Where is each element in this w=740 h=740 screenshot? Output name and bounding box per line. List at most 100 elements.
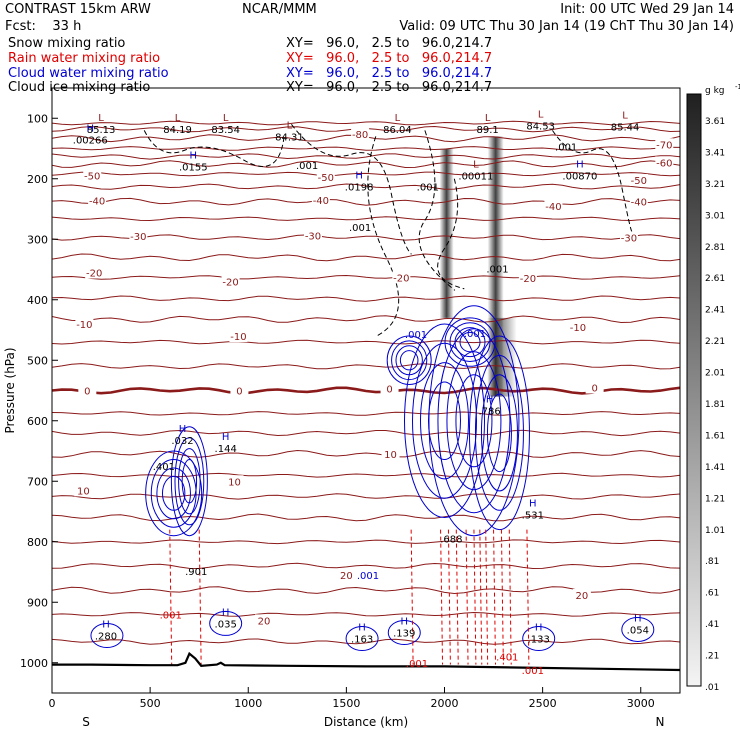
temperature-contour — [52, 146, 680, 151]
colorbar-tick-label: 3.41 — [705, 148, 725, 158]
field-snow-xy: XY= 96.0, 2.5 to 96.0,214.7 — [286, 36, 493, 51]
colorbar-tick-label: 2.61 — [705, 274, 725, 284]
extremum-letter: L — [485, 113, 491, 124]
contour-label-bg — [655, 156, 674, 169]
rain-water-contour — [493, 529, 497, 665]
extremum-letter: H — [576, 160, 584, 171]
rain-water-contour — [485, 529, 489, 665]
snow-contour — [367, 136, 400, 337]
contour-label-bg — [254, 614, 273, 627]
colorbar-tick-label: 2.81 — [705, 243, 725, 253]
contour-small-label: .001 — [555, 143, 577, 154]
contour-label-bg — [83, 169, 102, 182]
contour-small-label: .001 — [357, 571, 379, 582]
temperature-contour-label: -80 — [352, 130, 368, 141]
contour-label-bg — [75, 317, 94, 330]
cloud-water-contour — [345, 626, 379, 652]
y-tick-label: 600 — [27, 415, 48, 428]
temperature-contour-label: 0 — [591, 383, 597, 394]
temperature-contour-label: 0 — [386, 385, 392, 396]
temperature-contour — [52, 274, 680, 280]
contour-label-bg — [629, 195, 648, 208]
cloud-water-contour — [474, 354, 524, 511]
rain-water-contour — [455, 529, 459, 665]
extremum-value: 85.13 — [87, 125, 116, 136]
temperature-contour — [52, 315, 680, 324]
colorbar-tick-label: 1.41 — [705, 463, 725, 473]
cloud-water-contour — [468, 335, 530, 531]
extremum-letter: H — [355, 171, 363, 182]
x-end-label-north: N — [656, 715, 665, 729]
rain-water-contour — [473, 529, 477, 665]
extremum-letter: H — [529, 499, 537, 510]
extremum-letter: L — [622, 111, 628, 122]
temperature-contour — [52, 183, 680, 190]
contour-small-label: .001 — [522, 666, 544, 677]
contour-label-bg — [74, 484, 93, 497]
contour-label-bg — [568, 320, 587, 333]
extremum-value: .00266 — [73, 135, 108, 146]
cloud-water-contour — [420, 362, 469, 480]
colorbar-tick-label: .01 — [705, 683, 719, 693]
snow-shading-plume — [439, 148, 454, 318]
temperature-contour-label: -10 — [570, 323, 586, 334]
temperature-contour-label: 10 — [384, 450, 397, 461]
colorbar-tick-label: .81 — [705, 557, 719, 567]
freezing-level-contour — [52, 386, 680, 395]
extremum-letter: L — [98, 113, 104, 124]
contour-label-bg — [585, 381, 604, 394]
rain-water-contour — [440, 529, 444, 665]
rain-water-contour — [198, 529, 202, 665]
temperature-contour-label: -50 — [318, 173, 334, 184]
temperature-contour-label: -40 — [545, 202, 561, 213]
colorbar-tick-label: 1.01 — [705, 526, 725, 536]
snow-contour — [143, 130, 285, 167]
cloud-water-contour — [621, 616, 655, 642]
contour-label-bg — [629, 173, 648, 186]
contour-small-label: .001 — [349, 223, 371, 234]
x-tick-label: 1000 — [234, 697, 262, 710]
cloud-water-contour — [391, 340, 428, 381]
cloud-water-contour — [181, 458, 198, 504]
temperature-contour — [52, 539, 680, 545]
temperature-contour — [52, 363, 680, 370]
cloud-water-contour — [156, 467, 191, 520]
temperature-contour-label: -60 — [656, 158, 672, 169]
cloud-water-contour — [437, 328, 511, 514]
colorbar — [686, 93, 702, 687]
extremum-letter: L — [175, 113, 181, 124]
header-init: Init: 00 UTC Wed 29 Jan 14 — [560, 2, 734, 17]
colorbar-tick-label: .21 — [705, 652, 719, 662]
temperature-contour-label: 20 — [576, 591, 589, 602]
rain-water-contour — [479, 529, 483, 665]
x-tick-label: 1500 — [332, 697, 360, 710]
colorbar-tick-label: 2.41 — [705, 306, 725, 316]
extremum-letter: L — [538, 110, 544, 121]
contour-label-bg — [225, 475, 244, 488]
temperature-contour — [52, 472, 680, 478]
temperature-contour — [52, 449, 680, 458]
temperature-contour — [52, 429, 680, 437]
contour-label-bg — [129, 230, 148, 243]
cloud-water-contour — [399, 350, 419, 371]
extremum-value: .901 — [185, 567, 207, 578]
contour-small-label: .401 — [496, 653, 518, 664]
contour-label-bg — [655, 138, 674, 151]
field-snow-label: Snow mixing ratio — [8, 36, 126, 51]
temperature-contour — [52, 197, 680, 206]
temperature-contour — [52, 638, 680, 645]
contour-small-label: .001 — [160, 610, 182, 621]
temperature-contour-label: -30 — [305, 232, 321, 243]
extremum-value: .688 — [440, 535, 462, 546]
extremum-value: 84.53 — [526, 122, 555, 133]
contour-label-bg — [518, 271, 537, 284]
colorbar-tick-label: 1.61 — [705, 431, 725, 441]
contour-small-label: .001 — [296, 161, 318, 172]
cloud-water-contour — [386, 335, 432, 385]
contour-small-label: .001 — [406, 659, 428, 670]
cloud-water-contour — [395, 345, 423, 376]
temperature-contour — [52, 562, 680, 570]
contour-label-bg — [230, 384, 249, 397]
extremum-letter: H — [222, 607, 230, 618]
y-tick-label: 800 — [27, 536, 48, 549]
